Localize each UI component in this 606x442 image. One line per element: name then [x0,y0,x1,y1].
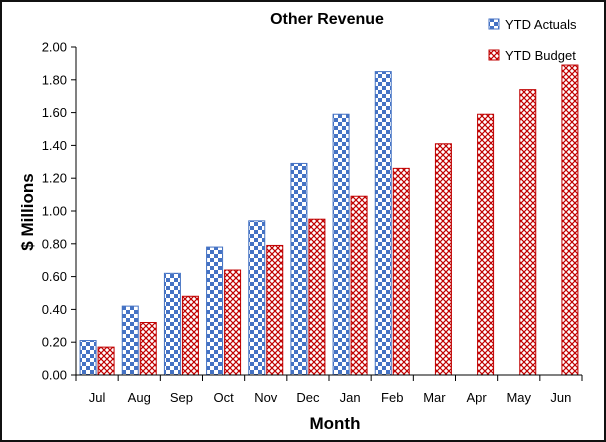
x-tick-label: Nov [254,390,278,405]
x-tick-label: Jun [550,390,571,405]
chart-title: Other Revenue [270,11,384,28]
x-tick-label: Apr [466,390,487,405]
x-axis-ticks: Jul Aug Sep Oct Nov Dec Jan Feb Mar Apr May Jun [75,375,583,405]
bar-ytd-budget-oct [224,269,242,376]
y-tick-label: 0.20 [42,335,67,350]
bar-ytd-actuals-jul [79,340,97,376]
bar-ytd-actuals-jan [332,113,350,376]
bar-ytd-budget-may [519,89,537,376]
x-tick-label: Feb [381,390,403,405]
bars-group [79,64,579,376]
y-tick-label: 2.00 [42,40,67,55]
bar-ytd-budget-jun [561,64,579,376]
legend: YTD Actuals YTD Budget [488,17,577,63]
y-axis-ticks: 0.00 0.20 0.40 0.60 0.80 1.00 1.20 1.40 1.60 1.80… [42,40,76,383]
x-tick-label: Mar [423,390,446,405]
bar-ytd-budget-dec [308,218,326,376]
y-tick-label: 1.40 [42,138,67,153]
x-tick-label: Aug [128,390,151,405]
y-tick-label: 1.80 [42,72,67,87]
y-tick-label: 0.00 [42,368,67,383]
bar-ytd-actuals-aug [121,305,139,376]
y-tick-label: 1.20 [42,171,67,186]
y-tick-label: 1.00 [42,204,67,219]
bar-ytd-budget-jul [97,346,115,376]
x-tick-label: Jan [340,390,361,405]
bar-ytd-actuals-dec [290,162,308,376]
legend-label-0: YTD Actuals [505,17,577,32]
x-tick-label: May [506,390,531,405]
bar-ytd-budget-nov [266,244,284,376]
y-axis-label: $ Millions [18,173,37,250]
bar-ytd-budget-apr [477,113,495,376]
bar-ytd-budget-feb [392,167,410,376]
bar-ytd-budget-aug [139,322,157,376]
bar-ytd-budget-jan [350,195,368,376]
bar-ytd-actuals-oct [206,246,224,376]
x-tick-label: Sep [170,390,193,405]
bar-ytd-budget-mar [434,143,452,376]
y-tick-label: 0.40 [42,302,67,317]
x-tick-label: Dec [296,390,320,405]
x-axis-label: Month [310,414,361,433]
bar-ytd-actuals-sep [163,272,181,376]
bar-ytd-budget-sep [181,295,199,376]
legend-label-1: YTD Budget [505,48,576,63]
legend-swatch-1 [488,49,500,61]
x-tick-label: Jul [89,390,106,405]
y-tick-label: 0.60 [42,269,67,284]
bar-ytd-actuals-nov [248,220,266,376]
bar-ytd-actuals-feb [374,71,392,376]
legend-swatch-0 [488,18,500,30]
y-tick-label: 0.80 [42,236,67,251]
x-tick-label: Oct [213,390,234,405]
y-tick-label: 1.60 [42,105,67,120]
